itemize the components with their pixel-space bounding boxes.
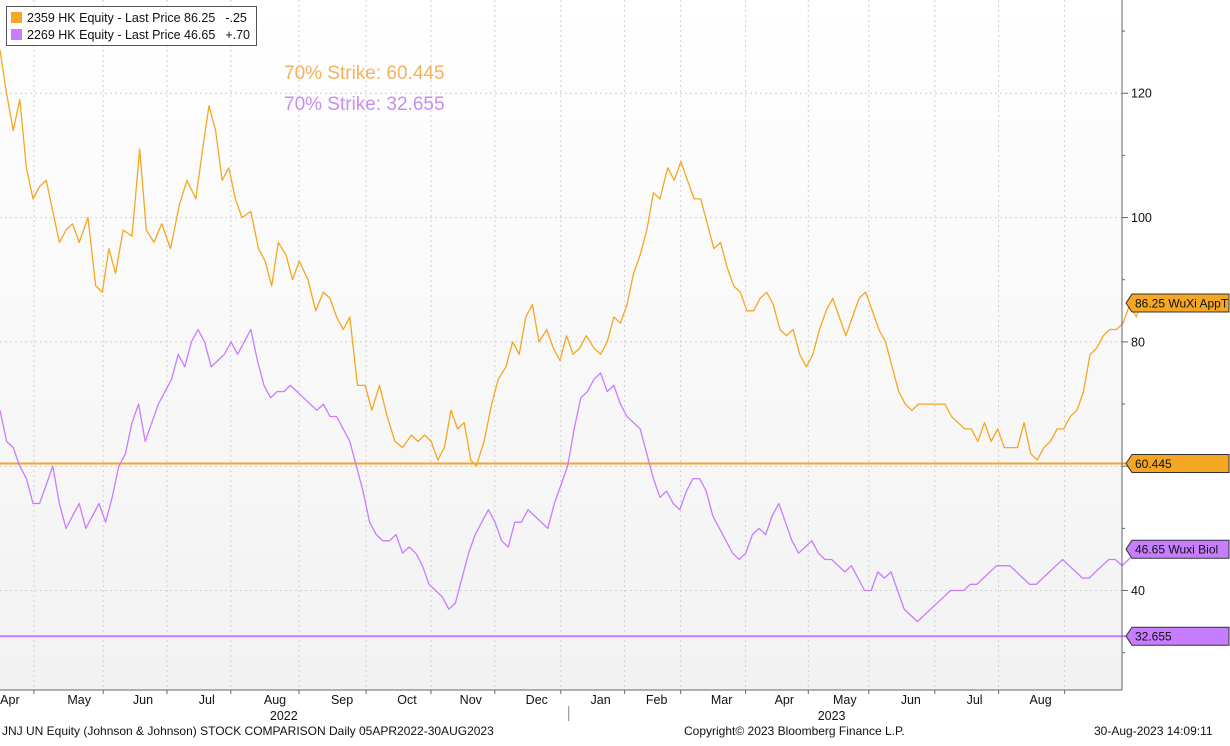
x-tick-label: Dec xyxy=(526,693,548,707)
reference-lines xyxy=(0,462,1126,638)
legend-change-2359: -.25 xyxy=(225,10,247,25)
x-tick-label: Jan xyxy=(591,693,611,707)
y-tick-label: 100 xyxy=(1131,211,1152,225)
x-tick-label: Apr xyxy=(775,693,794,707)
last-value-label-box xyxy=(1125,293,1230,313)
y-tick-label: 120 xyxy=(1131,87,1152,101)
year-label: 2023 xyxy=(818,709,846,723)
x-tick-label: Aug xyxy=(1029,693,1051,707)
strike-value-label-box xyxy=(1125,626,1230,646)
x-tick-label: Sep xyxy=(331,693,353,707)
y-tick-label: 80 xyxy=(1131,335,1145,349)
strike-annotation-2269: 70% Strike: 32.655 xyxy=(284,94,445,115)
y-axis: 40 80 100 120 xyxy=(1122,30,1152,654)
legend-change-2269: +.70 xyxy=(225,27,250,42)
x-tick-label: Jun xyxy=(901,693,921,707)
legend-label-2269: 2269 HK Equity - Last Price 46.65 xyxy=(27,27,216,42)
last-value-label: 46.65 Wuxi Biol xyxy=(1135,543,1218,557)
legend: 2359 HK Equity - Last Price 86.25 -.25 2… xyxy=(6,6,257,46)
strike-value-label-box xyxy=(1125,453,1230,473)
strike-value-label: 32.655 xyxy=(1135,630,1172,644)
last-value-label: 86.25 WuXi AppT xyxy=(1135,297,1229,311)
strike-annotation-2359: 70% Strike: 60.445 xyxy=(284,63,445,84)
footer-description: JNJ UN Equity (Johnson & Johnson) STOCK … xyxy=(2,724,494,738)
y-tick-label: 40 xyxy=(1131,584,1145,598)
value-labels: 86.25 WuXi AppT 46.65 Wuxi Biol 60.445 32.6… xyxy=(1125,293,1230,646)
x-tick-label: Mar xyxy=(711,693,733,707)
year-label: 2022 xyxy=(270,709,298,723)
strike-value-label: 60.445 xyxy=(1135,457,1172,471)
x-tick-label: Apr xyxy=(0,693,19,707)
x-tick-label: Aug xyxy=(264,693,286,707)
series-layer xyxy=(0,49,1144,623)
legend-swatch-2269 xyxy=(11,29,22,40)
x-tick-label: Feb xyxy=(646,693,668,707)
x-tick-label: May xyxy=(67,693,91,707)
x-tick-label: Oct xyxy=(397,693,417,707)
x-tick-label: Jul xyxy=(199,693,215,707)
series-line xyxy=(0,328,1143,623)
series-line xyxy=(0,49,1144,467)
footer-timestamp: 30-Aug-2023 14:09:11 xyxy=(1094,724,1213,738)
legend-label-2359: 2359 HK Equity - Last Price 86.25 xyxy=(27,10,216,25)
x-tick-label: May xyxy=(833,693,857,707)
legend-item-2359: 2359 HK Equity - Last Price 86.25 -.25 xyxy=(11,9,250,26)
legend-item-2269: 2269 HK Equity - Last Price 46.65 +.70 xyxy=(11,26,250,43)
x-tick-label: Jul xyxy=(967,693,983,707)
grid-layer xyxy=(0,0,1122,690)
x-tick-label: Jun xyxy=(133,693,153,707)
footer-copyright: Copyright© 2023 Bloomberg Finance L.P. xyxy=(684,724,905,738)
last-value-label-box xyxy=(1125,539,1230,559)
legend-swatch-2359 xyxy=(11,12,22,23)
x-tick-label: Nov xyxy=(460,693,483,707)
x-axis: Apr May Jun Jul Aug Sep Oct Nov Dec Jan Feb Mar Apr M… xyxy=(0,690,1066,723)
